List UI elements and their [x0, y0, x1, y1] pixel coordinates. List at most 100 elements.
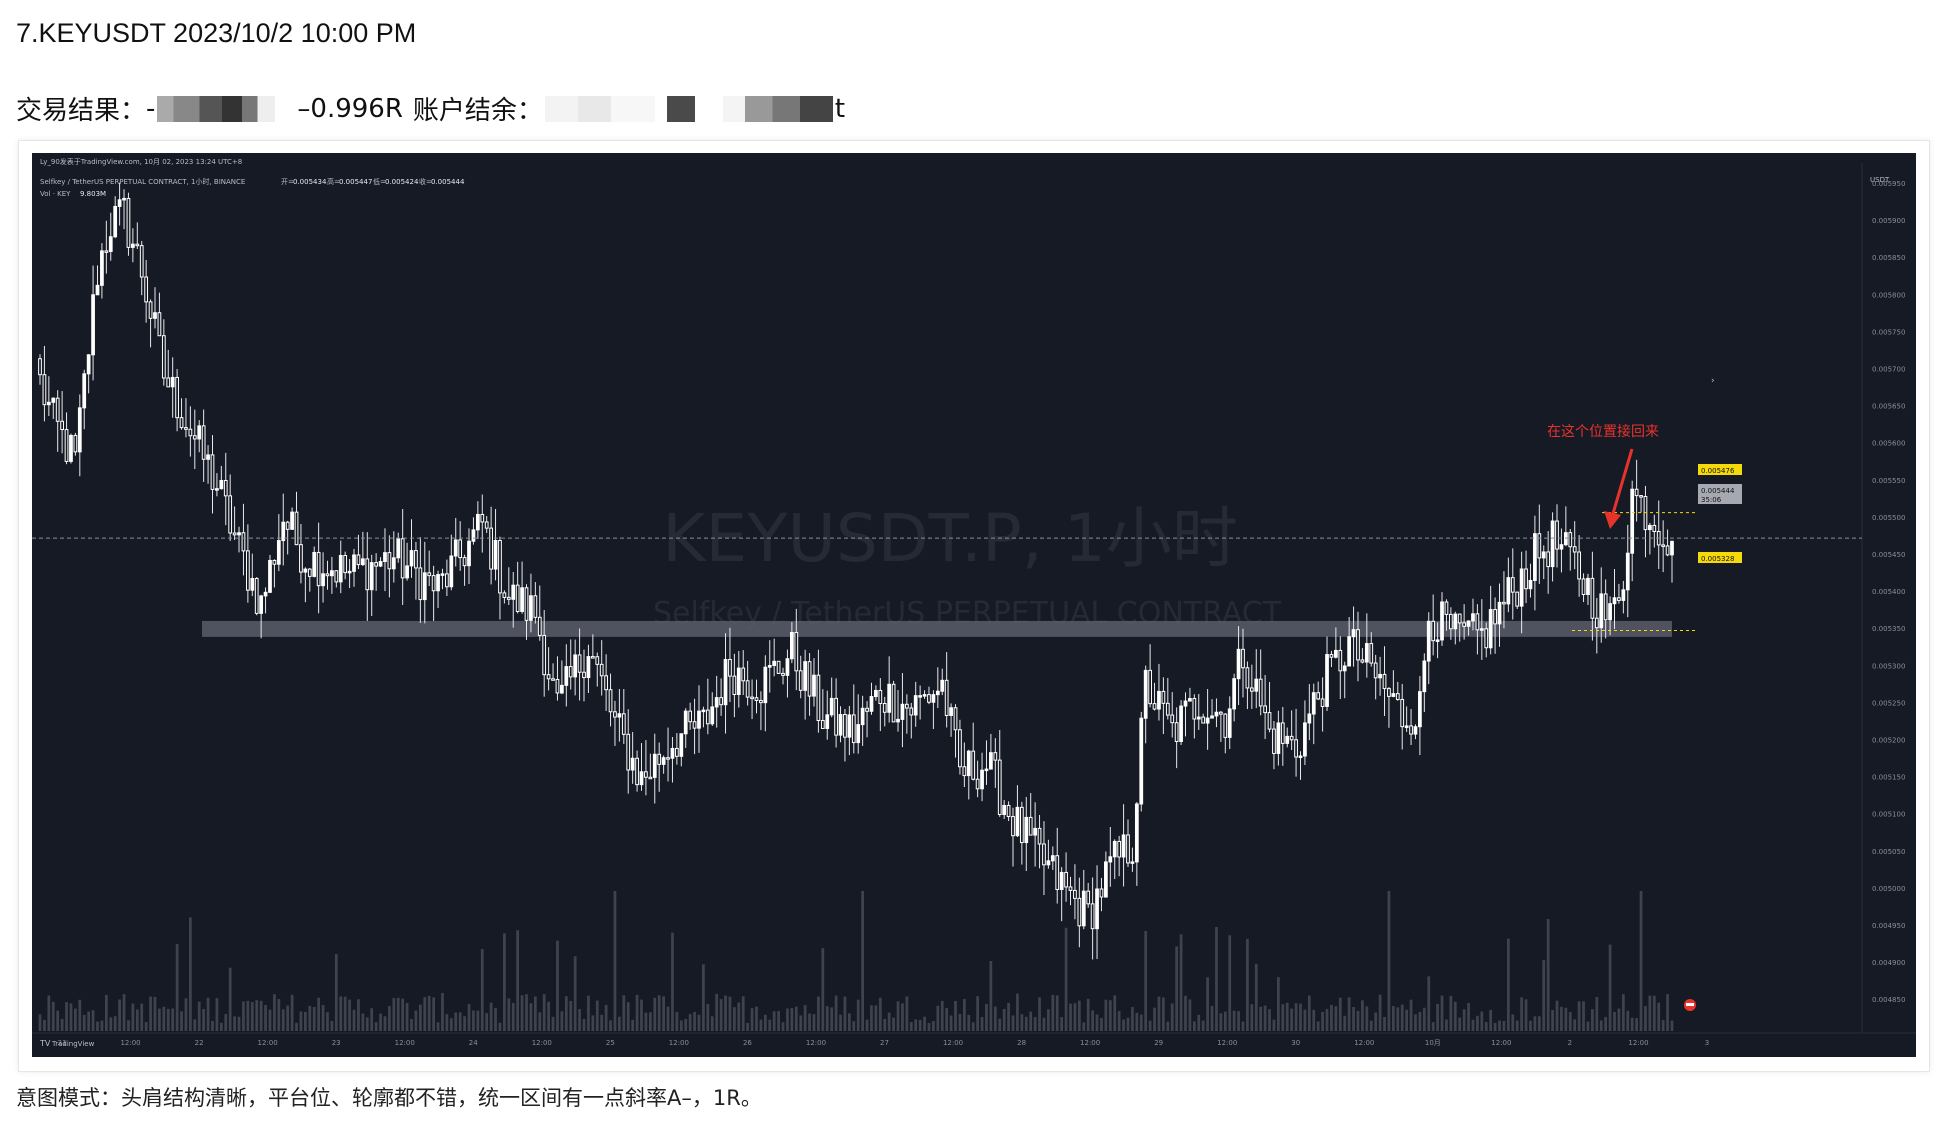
volume-bar	[1551, 1010, 1554, 1031]
volume-bar	[211, 1020, 214, 1031]
volume-bar	[1374, 1012, 1378, 1031]
candle-body	[431, 575, 436, 592]
volume-bar	[967, 1014, 971, 1031]
x-tick-label: 12:00	[395, 1039, 415, 1047]
candle-body	[1391, 693, 1396, 697]
candlestick-chart: Ly_90发表于TradingView.com, 10月 02, 2023 13…	[32, 153, 1916, 1057]
volume-bar	[74, 1008, 77, 1031]
volume-bar	[1608, 944, 1612, 1031]
volume-bar	[1091, 1010, 1094, 1031]
candle-body	[573, 654, 578, 678]
volume-bar	[1476, 1015, 1479, 1031]
volume-bar	[1285, 1002, 1289, 1031]
candle-body	[449, 555, 454, 588]
candle-body	[1183, 700, 1188, 707]
volume-bar	[821, 948, 825, 1031]
candle-body	[1356, 629, 1360, 661]
volume-bar	[1471, 1019, 1475, 1031]
chevron-right-icon[interactable]: ›	[1711, 376, 1715, 386]
candle-body	[1219, 711, 1223, 715]
volume-bar	[777, 1011, 780, 1031]
volume-bar	[202, 1008, 206, 1031]
volume-bar	[312, 1006, 316, 1031]
x-tick-label: 24	[469, 1039, 478, 1047]
candle-body	[851, 714, 856, 744]
candle-body	[391, 557, 396, 570]
candle-body	[383, 552, 387, 563]
candle-body	[502, 592, 507, 598]
candle-body	[1298, 755, 1303, 759]
ohlc-label: 开=	[281, 178, 294, 186]
candle-body	[46, 401, 51, 406]
y-tick-label: 0.005100	[1872, 811, 1905, 819]
x-tick-label: 22	[195, 1039, 204, 1047]
volume-bar	[1369, 1020, 1373, 1031]
candle-body	[1280, 722, 1285, 744]
candle-body	[272, 559, 277, 565]
volume-bar	[883, 1018, 887, 1031]
candle-body	[887, 683, 892, 713]
candle-body	[1028, 816, 1033, 836]
volume-bar	[166, 1008, 170, 1031]
volume-bar	[343, 996, 347, 1031]
volume-bar	[1047, 1009, 1050, 1031]
tradingview-logo-text: TradingView	[51, 1040, 95, 1048]
volume-bar	[971, 1022, 975, 1031]
candle-body	[1510, 577, 1515, 593]
candle-body	[1081, 890, 1086, 927]
volume-bar	[308, 1005, 312, 1031]
candle-body	[1617, 597, 1621, 601]
candle-body	[1382, 673, 1387, 690]
volume-value: 9.803M	[80, 190, 106, 198]
candle-body	[613, 711, 617, 718]
candle-body	[997, 759, 1002, 815]
volume-bar	[246, 1000, 250, 1031]
candle-body	[564, 666, 569, 686]
candle-body	[1024, 816, 1029, 844]
candle-body	[900, 703, 905, 720]
volume-bar	[299, 1011, 303, 1031]
volume-bar	[1449, 995, 1453, 1031]
candle-body	[1378, 673, 1382, 679]
candle-body	[856, 724, 861, 744]
volume-bar	[980, 1017, 984, 1031]
candle-body	[1196, 716, 1201, 720]
volume-bar	[790, 1007, 794, 1031]
candle-body	[1506, 577, 1511, 605]
candle-body	[975, 778, 980, 790]
candle-body	[1148, 669, 1152, 705]
ohlc-value: 0.005434	[293, 178, 327, 186]
volume-bar	[476, 1010, 480, 1031]
volume-bar	[551, 1016, 555, 1031]
volume-bar	[1511, 1014, 1515, 1031]
volume-bar	[1644, 1006, 1647, 1031]
volume-bar	[47, 995, 51, 1031]
volume-bar	[113, 1016, 117, 1031]
volume-bar	[1157, 996, 1161, 1031]
volume-bar	[405, 1003, 409, 1031]
candle-body	[710, 706, 715, 725]
volume-bar	[1515, 1020, 1519, 1031]
volume-bar	[1312, 1009, 1316, 1031]
candle-body	[281, 521, 286, 542]
volume-bar	[352, 1009, 356, 1031]
volume-bar	[1555, 1000, 1559, 1031]
candle-body	[692, 721, 697, 729]
candle-body	[42, 374, 47, 406]
candle-body	[462, 557, 467, 567]
volume-bar	[569, 1000, 573, 1031]
volume-bar	[817, 996, 820, 1031]
volume-bar	[976, 996, 979, 1031]
candle-body	[661, 757, 666, 765]
candle-body	[60, 420, 64, 431]
x-tick-label: 12:00	[806, 1039, 826, 1047]
volume-bar	[1042, 1017, 1046, 1031]
volume-bar	[1630, 1017, 1634, 1031]
candle-body	[334, 570, 339, 583]
volume-bar	[901, 1003, 904, 1031]
x-tick-label: 12:00	[1491, 1039, 1511, 1047]
candle-body	[480, 513, 485, 523]
volume-bar	[852, 1021, 856, 1031]
volume-bar	[511, 1002, 515, 1031]
volume-bar	[38, 1014, 42, 1031]
